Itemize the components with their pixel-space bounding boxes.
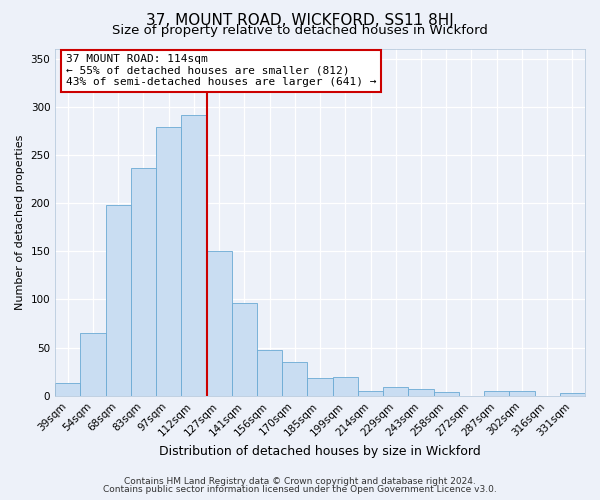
Bar (55, 384, 80, 396)
Bar (484, 391, 509, 396)
Text: 37, MOUNT ROAD, WICKFORD, SS11 8HJ: 37, MOUNT ROAD, WICKFORD, SS11 8HJ (146, 12, 454, 28)
Bar (181, 116, 206, 396)
Bar (434, 392, 459, 396)
Bar (131, 168, 156, 396)
Text: Contains public sector information licensed under the Open Government Licence v3: Contains public sector information licen… (103, 484, 497, 494)
X-axis label: Distribution of detached houses by size in Wickford: Distribution of detached houses by size … (159, 444, 481, 458)
Bar (106, 205, 131, 396)
Text: Contains HM Land Registry data © Crown copyright and database right 2024.: Contains HM Land Registry data © Crown c… (124, 477, 476, 486)
Bar (383, 387, 409, 396)
Bar (509, 391, 535, 396)
Text: Size of property relative to detached houses in Wickford: Size of property relative to detached ho… (112, 24, 488, 37)
Bar (560, 393, 585, 396)
Text: 37 MOUNT ROAD: 114sqm
← 55% of detached houses are smaller (812)
43% of semi-det: 37 MOUNT ROAD: 114sqm ← 55% of detached … (66, 54, 376, 88)
Bar (307, 378, 332, 396)
Bar (358, 391, 383, 396)
Bar (282, 362, 307, 396)
Bar (409, 389, 434, 396)
Bar (257, 350, 282, 396)
Bar (232, 304, 257, 396)
Bar (80, 333, 106, 396)
Bar (332, 376, 358, 396)
Bar (156, 127, 181, 396)
Y-axis label: Number of detached properties: Number of detached properties (15, 134, 25, 310)
Bar (206, 252, 232, 396)
